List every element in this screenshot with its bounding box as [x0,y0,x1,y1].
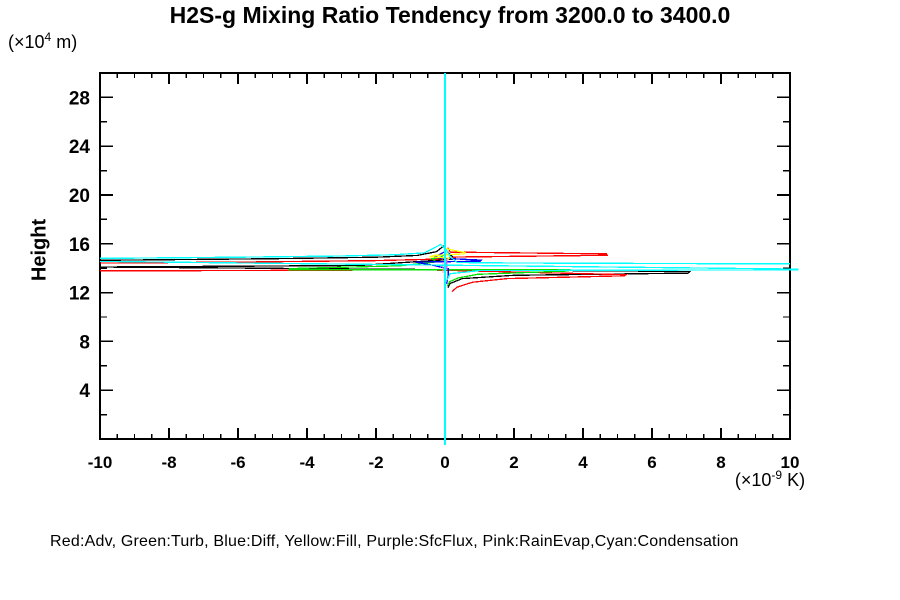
series-curve-condensation [446,269,799,281]
series-curve-condensation [99,260,799,270]
series-curve-diff [415,250,483,284]
x-tick-label: 10 [781,453,800,472]
y-unit-exponent: 4 [44,30,52,44]
x-tick-label: 0 [440,453,449,472]
x-tick-label: -10 [88,453,113,472]
x-unit-suffix: K) [782,470,806,490]
series-color-legend: Red:Adv, Green:Turb, Blue:Diff, Yellow:F… [50,533,739,550]
y-tick-label: 12 [69,284,90,305]
y-tick-label: 28 [69,88,90,109]
series-curve-condensation [99,243,791,265]
x-unit-prefix: (×10 [734,470,772,490]
x-axis-unit-label: (×10-9 K) [700,468,840,491]
y-unit-suffix: m) [51,32,78,52]
x-unit-exponent: -9 [771,468,783,482]
x-tick-label: 8 [716,453,725,472]
y-unit-prefix: (×10 [8,32,45,52]
y-tick-label: 4 [79,381,90,402]
x-tick-label: -2 [368,453,383,472]
chart-title: H2S-g Mixing Ratio Tendency from 3200.0 … [169,2,731,28]
x-tick-label: -8 [161,453,176,472]
x-tick-label: 4 [578,453,588,472]
y-tick-label: 8 [79,332,90,353]
x-tick-label: -4 [299,453,315,472]
y-tick-label: 16 [69,235,90,256]
series-curve-adv [99,247,609,264]
x-tick-label: -6 [230,453,245,472]
series-curve-adv [99,269,629,293]
y-tick-label: 20 [69,186,90,207]
x-tick-label: 6 [647,453,656,472]
series-curve-turb [287,252,571,287]
x-tick-label: 2 [509,453,518,472]
y-tick-label: 24 [69,137,91,158]
y-axis-unit-label: (×104 m) [8,30,77,53]
series-curve-unlabeledblack [99,245,692,289]
